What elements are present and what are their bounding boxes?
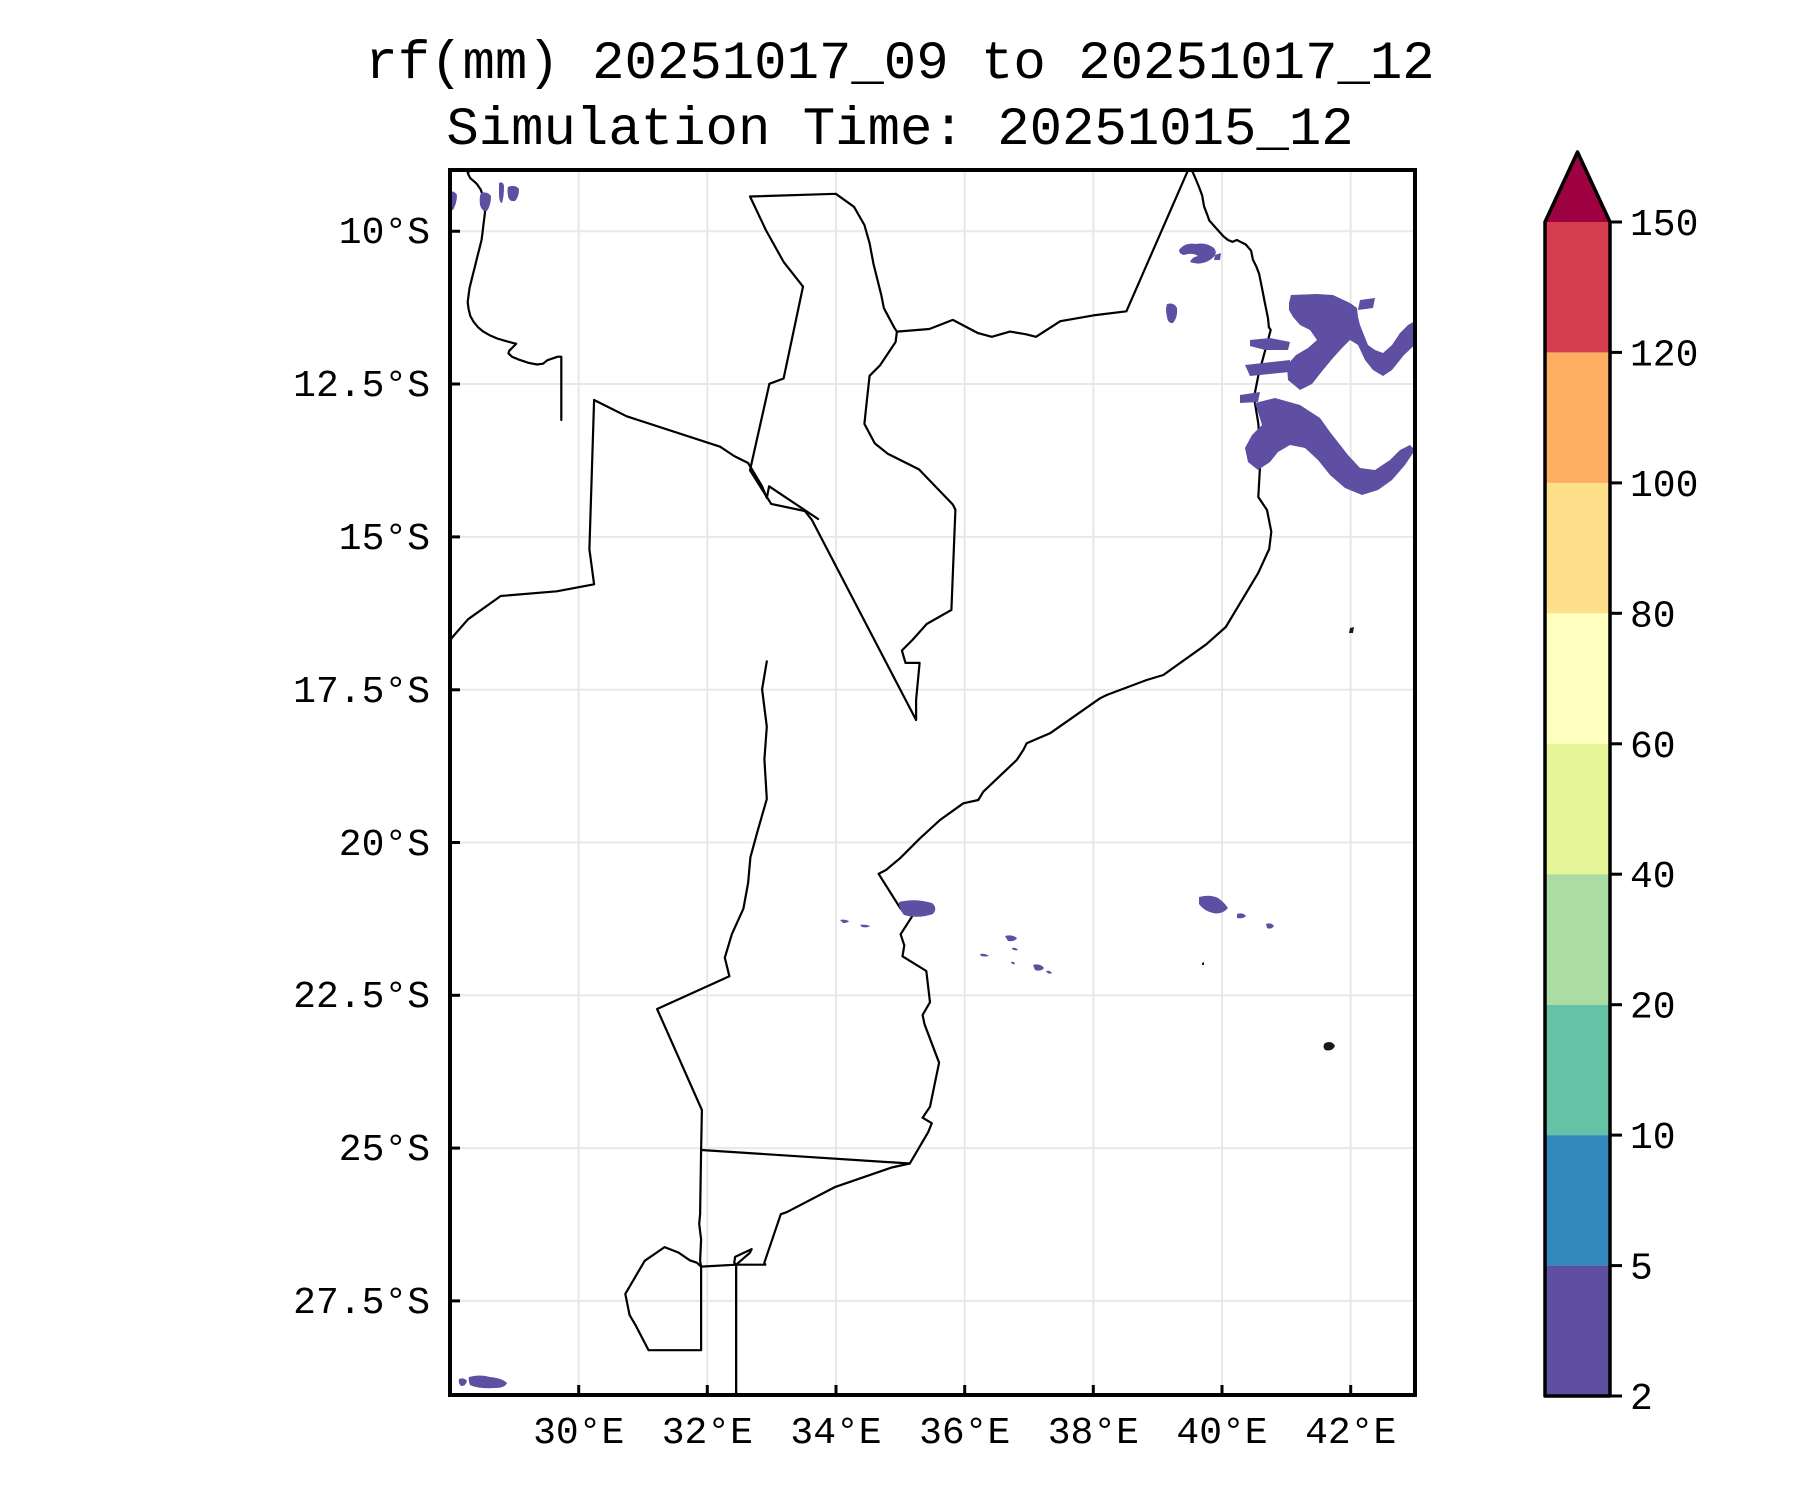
svg-text:40: 40 — [1630, 856, 1676, 899]
svg-text:150: 150 — [1630, 204, 1698, 247]
svg-text:60: 60 — [1630, 726, 1676, 769]
svg-text:100: 100 — [1630, 465, 1698, 508]
svg-text:2: 2 — [1630, 1378, 1653, 1421]
svg-text:10°S: 10°S — [339, 212, 430, 255]
svg-text:12.5°S: 12.5°S — [293, 365, 430, 408]
svg-text:5: 5 — [1630, 1248, 1653, 1291]
svg-text:27.5°S: 27.5°S — [293, 1282, 430, 1325]
svg-text:34°E: 34°E — [790, 1412, 881, 1455]
svg-text:120: 120 — [1630, 334, 1698, 377]
svg-text:20°S: 20°S — [339, 824, 430, 867]
svg-text:38°E: 38°E — [1048, 1412, 1139, 1455]
svg-text:40°E: 40°E — [1176, 1412, 1267, 1455]
svg-text:25°S: 25°S — [339, 1129, 430, 1172]
svg-text:15°S: 15°S — [339, 518, 430, 561]
svg-text:80: 80 — [1630, 595, 1676, 638]
svg-text:20: 20 — [1630, 987, 1676, 1030]
svg-text:10: 10 — [1630, 1117, 1676, 1160]
svg-text:30°E: 30°E — [533, 1412, 624, 1455]
svg-text:22.5°S: 22.5°S — [293, 976, 430, 1019]
svg-text:42°E: 42°E — [1305, 1412, 1396, 1455]
svg-text:17.5°S: 17.5°S — [293, 671, 430, 714]
svg-text:36°E: 36°E — [919, 1412, 1010, 1455]
svg-text:32°E: 32°E — [662, 1412, 753, 1455]
